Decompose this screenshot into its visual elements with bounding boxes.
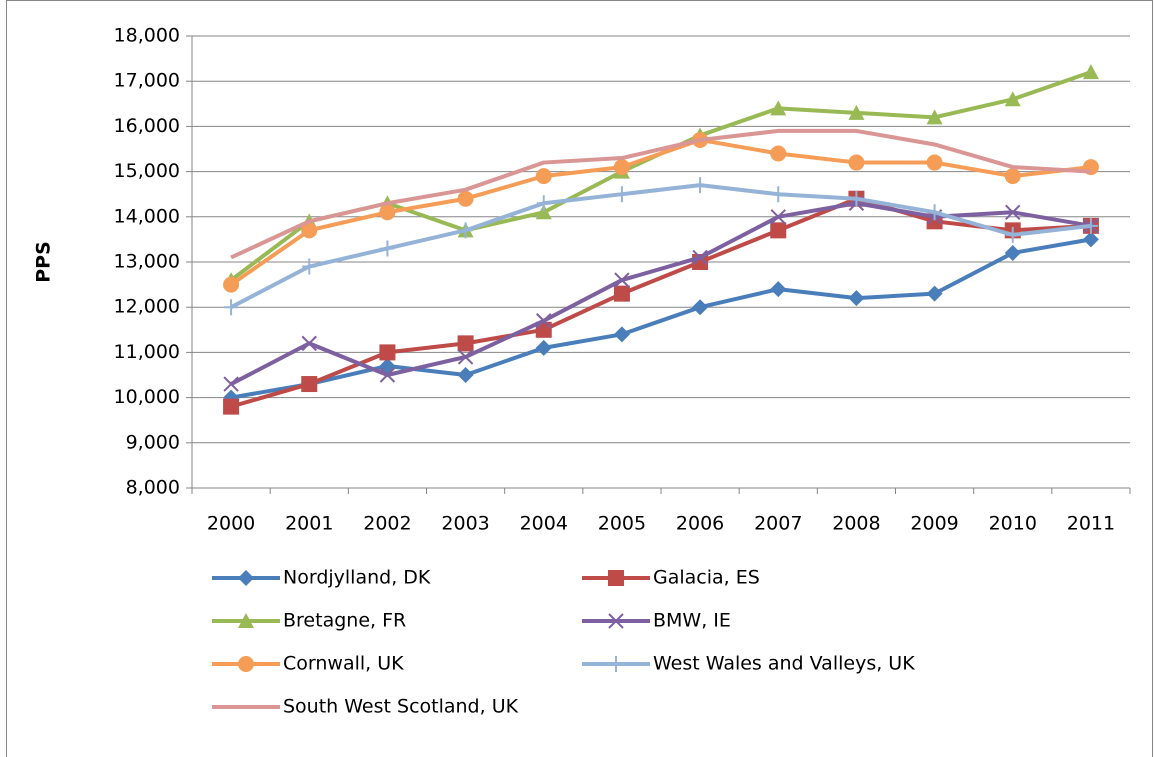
legend-label: South West Scotland, UK: [283, 696, 519, 718]
marker: [301, 335, 317, 352]
marker: [1004, 91, 1021, 107]
legend-marker: [238, 613, 254, 628]
marker: [614, 272, 630, 288]
y-axis-label: PPS: [33, 241, 55, 283]
marker: [1004, 168, 1021, 185]
legend-label: Galacia, ES: [653, 567, 760, 589]
x-tick-label: 2009: [910, 513, 958, 535]
marker: [223, 398, 240, 415]
marker: [1005, 204, 1021, 220]
marker: [302, 258, 317, 275]
marker: [692, 249, 708, 266]
y-tick-label: 13,000: [114, 251, 180, 273]
legend-marker: [238, 570, 254, 586]
series-line: [230, 128, 1092, 260]
marker: [613, 159, 630, 176]
marker: [927, 204, 942, 221]
marker: [536, 195, 551, 212]
x-tick-label: 2010: [989, 513, 1037, 535]
marker: [770, 281, 787, 298]
marker: [458, 222, 473, 239]
y-tick-label: 14,000: [114, 205, 180, 227]
marker: [379, 344, 396, 361]
x-tick-label: 2005: [598, 513, 646, 535]
x-tick-label: 2004: [520, 513, 568, 535]
marker: [379, 204, 396, 221]
marker: [535, 339, 552, 356]
legend-label: West Wales and Valleys, UK: [653, 653, 915, 675]
y-tick-label: 18,000: [114, 25, 180, 47]
x-tick-label: 2001: [285, 513, 333, 535]
marker: [614, 186, 629, 203]
marker: [770, 100, 787, 116]
marker: [770, 209, 786, 225]
x-tick-label: 2003: [441, 513, 489, 535]
series-line: [230, 196, 1092, 409]
marker: [301, 376, 318, 393]
marker: [692, 299, 709, 316]
marker: [380, 240, 395, 257]
marker: [224, 299, 239, 316]
marker: [848, 104, 865, 120]
marker: [1004, 244, 1021, 261]
marker: [926, 154, 943, 171]
marker: [1005, 226, 1020, 243]
series-line: [230, 183, 1092, 309]
marker: [457, 349, 474, 365]
x-tick-label: 2011: [1067, 513, 1115, 535]
x-tick-label: 2006: [676, 513, 724, 535]
marker: [457, 335, 474, 352]
marker: [613, 285, 630, 302]
marker: [848, 154, 865, 171]
legend-marker: [608, 613, 624, 629]
y-tick-label: 10,000: [114, 386, 180, 408]
marker: [535, 168, 552, 185]
marker: [770, 145, 787, 162]
marker: [535, 204, 552, 220]
legend-label: Bretagne, FR: [283, 610, 406, 632]
x-tick-label: 2007: [754, 513, 802, 535]
marker: [457, 367, 474, 383]
marker: [849, 190, 864, 207]
marker: [1082, 64, 1099, 80]
marker: [771, 186, 786, 203]
marker: [1082, 231, 1099, 248]
x-tick-label: 2000: [207, 513, 255, 535]
x-tick-label: 2008: [832, 513, 880, 535]
marker: [926, 285, 943, 302]
marker: [223, 376, 239, 392]
marker: [1083, 217, 1098, 234]
x-tick-label: 2002: [363, 513, 411, 535]
legend-label: Nordjylland, DK: [283, 567, 431, 589]
marker: [536, 313, 552, 329]
legend-label: BMW, IE: [653, 610, 731, 632]
marker: [457, 190, 474, 207]
y-tick-label: 9,000: [126, 431, 180, 453]
y-tick-label: 12,000: [114, 296, 180, 318]
y-tick-label: 15,000: [114, 160, 180, 182]
y-tick-label: 17,000: [114, 70, 180, 92]
legend-marker: [609, 656, 623, 672]
marker: [223, 276, 240, 293]
y-tick-label: 11,000: [114, 341, 180, 363]
marker: [301, 222, 318, 239]
marker: [848, 290, 865, 307]
legend-label: Cornwall, UK: [283, 653, 404, 675]
marker: [770, 222, 787, 239]
marker: [693, 177, 708, 194]
legend-marker: [238, 656, 254, 672]
marker: [379, 367, 396, 383]
y-tick-label: 16,000: [114, 115, 180, 137]
series-line: [229, 137, 1092, 287]
legend-marker: [608, 570, 624, 586]
marker: [613, 326, 630, 343]
y-tick-label: 8,000: [126, 477, 180, 499]
marker: [926, 109, 943, 125]
